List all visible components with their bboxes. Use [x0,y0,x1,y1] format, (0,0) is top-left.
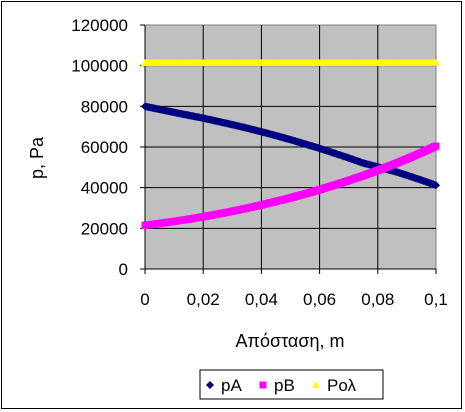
y-tick-label: 80000 [81,97,128,116]
x-tick-label: 0,1 [424,290,448,309]
legend-label-Ρολ: Ρολ [327,376,356,395]
x-tick-label: 0,08 [361,290,394,309]
y-tick-label: 120000 [71,16,128,35]
data-point-pA [432,181,440,190]
x-tick-label: 0 [140,290,149,309]
legend-box [199,369,384,400]
series-pA [141,102,440,190]
legend-label-pB: pB [274,376,295,395]
axis-ticks: 0 0,02 0,04 0,06 0,08 0,1 0 20000 40000 60000 8000… [71,16,448,309]
x-tick-label: 0,04 [245,290,278,309]
y-tick-label: 0 [119,260,128,279]
data-point-pB [432,142,440,150]
series-Ρολ [141,59,440,67]
series-pB [141,142,440,229]
x-tick-label: 0,02 [187,290,220,309]
series-layer [141,59,440,229]
x-tick-label: 0,06 [303,290,336,309]
y-tick-label: 40000 [81,179,128,198]
y-tick-label: 20000 [81,219,128,238]
data-point-Ρολ [432,59,440,67]
y-axis-title: p, Pa [27,136,47,179]
legend-marker-pA [206,381,214,389]
y-tick-label: 60000 [81,138,128,157]
y-tick-label: 100000 [71,57,128,76]
x-axis-title: Απόσταση, m [236,331,345,351]
legend-label-pA: pA [221,376,242,395]
legend-marker-pB [259,381,267,389]
legend-marker-Ρολ [312,381,320,388]
legend: pA pB Ρολ [199,369,384,400]
